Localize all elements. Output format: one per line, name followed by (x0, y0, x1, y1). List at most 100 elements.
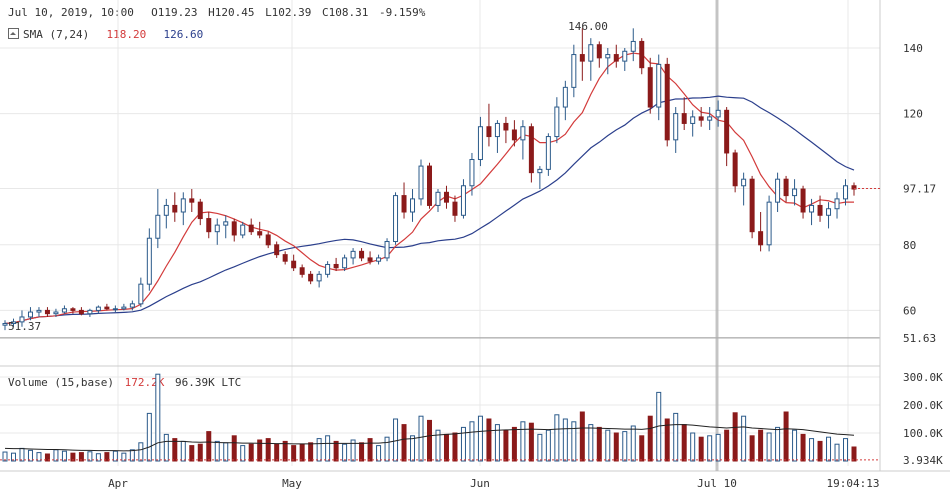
candle-body[interactable] (443, 191, 449, 203)
candle-body[interactable] (707, 116, 713, 121)
candle-body[interactable] (376, 257, 382, 262)
candle-body[interactable] (401, 195, 407, 213)
candle-body[interactable] (503, 122, 509, 131)
candle-body[interactable] (537, 168, 543, 174)
candle-body[interactable] (223, 221, 229, 226)
candle-body[interactable] (87, 309, 93, 315)
candle-body[interactable] (291, 260, 297, 269)
candle-body[interactable] (494, 122, 500, 138)
candle-body[interactable] (715, 109, 721, 118)
candle-body[interactable] (138, 283, 144, 305)
candle-body[interactable] (588, 44, 594, 62)
candle-body[interactable] (282, 254, 288, 262)
candle-body[interactable] (27, 311, 33, 318)
candle-body[interactable] (749, 178, 755, 233)
candle-body[interactable] (359, 250, 365, 259)
candle-body[interactable] (834, 198, 840, 210)
candle-body[interactable] (427, 165, 432, 206)
candle-body[interactable] (741, 178, 747, 187)
candle-body[interactable] (53, 311, 59, 315)
candle-body[interactable] (393, 195, 399, 243)
candle-body[interactable] (367, 257, 373, 262)
candle-body[interactable] (545, 136, 551, 170)
candle-body[interactable] (172, 204, 178, 213)
candle-body[interactable] (112, 308, 118, 311)
candle-body[interactable] (469, 159, 475, 187)
candle-body[interactable] (95, 306, 101, 311)
candle-body[interactable] (596, 44, 602, 59)
candle-body[interactable] (274, 244, 280, 256)
candle-body[interactable] (214, 224, 220, 233)
candle-body[interactable] (19, 316, 25, 323)
candle-body[interactable] (783, 178, 789, 197)
candle-body[interactable] (477, 126, 483, 161)
candle-body[interactable] (61, 308, 67, 313)
candle-body[interactable] (308, 273, 314, 282)
candle-body[interactable] (571, 54, 577, 88)
candle-body[interactable] (452, 201, 458, 216)
candle-body[interactable] (826, 208, 832, 216)
candle-body[interactable] (511, 129, 517, 141)
candle-body[interactable] (129, 303, 135, 308)
candle-body[interactable] (690, 116, 696, 124)
candle-body[interactable] (622, 50, 628, 62)
candle-body[interactable] (460, 185, 466, 216)
candle-body[interactable] (257, 231, 263, 236)
candle-body[interactable] (681, 113, 687, 124)
candle-body[interactable] (800, 188, 806, 213)
candle-body[interactable] (639, 40, 645, 69)
candle-body[interactable] (579, 54, 585, 62)
candle-body[interactable] (673, 113, 679, 141)
candle-body[interactable] (342, 257, 348, 269)
candle-body[interactable] (44, 309, 50, 315)
candle-body[interactable] (698, 116, 704, 121)
candle-body[interactable] (630, 40, 636, 52)
candle-body[interactable] (121, 306, 127, 310)
candle-body[interactable] (647, 67, 653, 108)
candle-body[interactable] (554, 106, 560, 138)
candle-body[interactable] (155, 214, 161, 239)
candle-body[interactable] (146, 237, 152, 285)
candle-body[interactable] (851, 185, 857, 190)
candle-body[interactable] (78, 309, 84, 315)
candle-body[interactable] (180, 198, 186, 213)
candle-body[interactable] (732, 152, 738, 187)
candle-body[interactable] (299, 267, 305, 275)
candle-body[interactable] (656, 63, 662, 108)
candle-body[interactable] (817, 204, 823, 216)
candle-body[interactable] (350, 250, 356, 259)
candle-body[interactable] (36, 309, 42, 313)
candle-body[interactable] (10, 321, 16, 325)
candle-body[interactable] (197, 201, 203, 220)
candle-body[interactable] (605, 54, 611, 59)
candle-body[interactable] (766, 201, 772, 246)
sma-legend[interactable]: SMA (7,24) 118.20 126.60 (8, 27, 207, 41)
candle-body[interactable] (664, 63, 670, 141)
candle-body[interactable] (418, 165, 424, 200)
candle-body[interactable] (265, 234, 271, 246)
candle-body[interactable] (843, 185, 849, 200)
candle-body[interactable] (206, 218, 212, 233)
candle-body[interactable] (520, 126, 526, 141)
candle-body[interactable] (724, 109, 730, 154)
candle-body[interactable] (240, 224, 246, 236)
candle-body[interactable] (613, 54, 619, 62)
candle-body[interactable] (325, 263, 331, 275)
candle-body[interactable] (384, 241, 390, 259)
candle-body[interactable] (231, 221, 237, 236)
candle-body[interactable] (189, 198, 195, 203)
candle-body[interactable] (333, 263, 339, 269)
candle-body[interactable] (486, 126, 492, 138)
candle-body[interactable] (316, 273, 322, 282)
candle-body[interactable] (435, 191, 441, 206)
candle-body[interactable] (70, 308, 76, 311)
candle-body[interactable] (2, 323, 8, 326)
candle-body[interactable] (410, 198, 416, 213)
candle-body[interactable] (758, 231, 764, 246)
candle-body[interactable] (248, 224, 254, 233)
candle-body[interactable] (792, 188, 798, 197)
candle-body[interactable] (163, 204, 169, 216)
candle-body[interactable] (104, 306, 110, 310)
candle-body[interactable] (775, 178, 781, 203)
